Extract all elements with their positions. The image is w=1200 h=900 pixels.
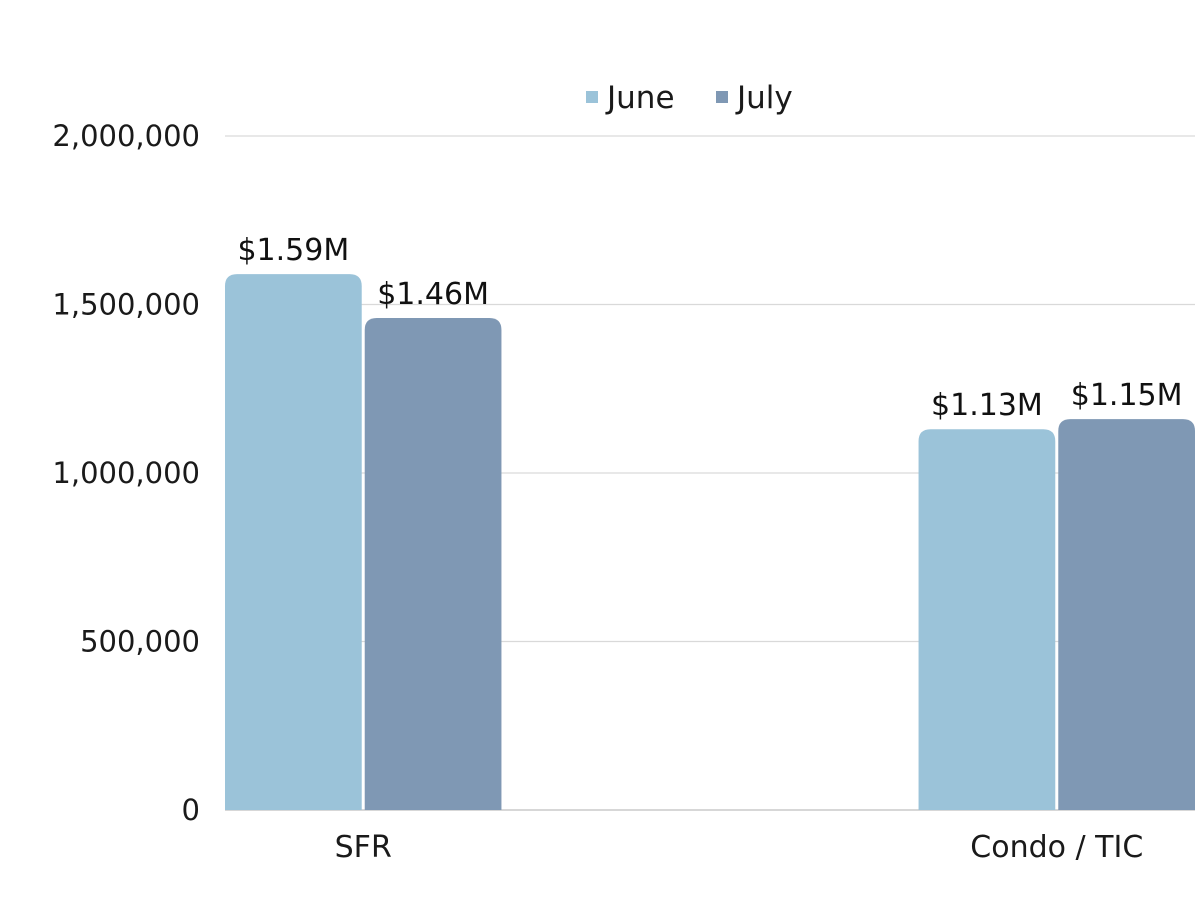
legend-label: July xyxy=(735,80,793,116)
bars xyxy=(225,274,1195,810)
y-axis-ticks: 0 500,000 1,000,000 1,500,000 2,000,000 xyxy=(52,119,200,827)
bar-june-0 xyxy=(225,274,362,810)
y-tick-label: 500,000 xyxy=(80,625,200,659)
legend: June July xyxy=(586,80,793,116)
y-tick-label: 2,000,000 xyxy=(52,119,200,153)
legend-swatch xyxy=(716,91,728,103)
bar-july-0 xyxy=(364,317,502,810)
data-label: $1.13M xyxy=(931,388,1043,423)
data-labels: $1.59M $1.46M $1.13M $1.15M xyxy=(237,233,1182,423)
legend-label: June xyxy=(605,80,675,116)
y-tick-label: 1,000,000 xyxy=(52,456,200,490)
x-tick-label: SFR xyxy=(335,830,392,865)
x-tick-label: Condo / TIC xyxy=(970,830,1143,865)
bar-june-1 xyxy=(918,429,1056,810)
data-label: $1.15M xyxy=(1071,378,1183,413)
bar-july-1 xyxy=(1058,419,1195,810)
data-label: $1.46M xyxy=(377,277,489,312)
data-label: $1.59M xyxy=(237,233,349,268)
y-tick-label: 0 xyxy=(182,793,200,827)
y-tick-label: 1,500,000 xyxy=(52,288,200,322)
x-axis-ticks: SFR Condo / TIC xyxy=(335,830,1144,865)
legend-swatch xyxy=(586,91,598,103)
